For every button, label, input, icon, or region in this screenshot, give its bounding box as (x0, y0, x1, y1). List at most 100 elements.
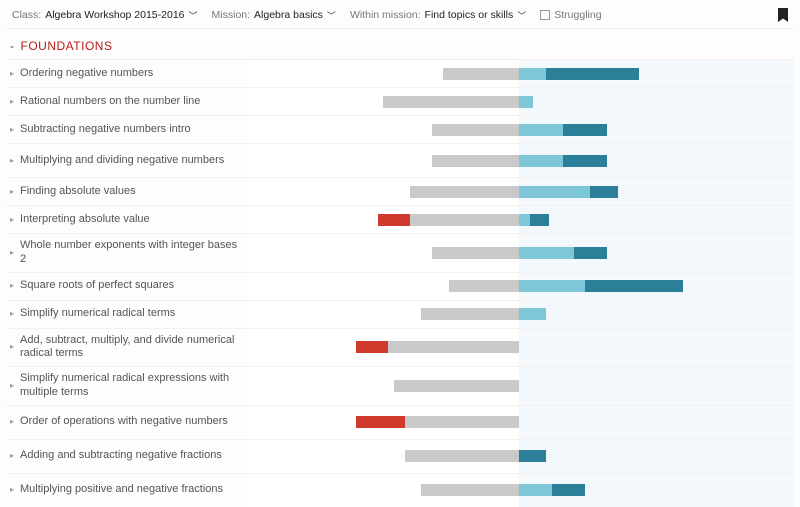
skill-bar-cell (246, 474, 794, 507)
skill-row[interactable]: ▸ Add, subtract, multiply, and divide num… (6, 328, 794, 367)
skill-row[interactable]: ▸Simplify numerical radical terms (6, 300, 794, 328)
chevron-down-icon: ﹀ (327, 9, 336, 22)
skill-bar (246, 68, 794, 80)
skill-label: Ordering negative numbers (20, 67, 153, 81)
skill-bar-cell (246, 88, 794, 115)
struggling-filter[interactable]: Struggling (540, 9, 601, 21)
skill-label: Interpreting absolute value (20, 213, 150, 227)
skill-row[interactable]: ▸ Square roots of perfect squares (6, 272, 794, 300)
section-title: FOUNDATIONS (21, 39, 113, 53)
skill-label-cell[interactable]: ▸Order of operations with negative numbe… (6, 406, 246, 439)
skill-rows: ▸Ordering negative numbers▸Rational numb… (6, 59, 794, 507)
skill-label-cell[interactable]: ▸Rational numbers on the number line (6, 88, 246, 115)
class-label: Class: (12, 9, 41, 21)
class-selector[interactable]: Class: Algebra Workshop 2015-2016 ﹀ (12, 9, 198, 22)
skill-row[interactable]: ▸Rational numbers on the number line (6, 87, 794, 115)
expand-icon: ▸ (10, 248, 14, 258)
skill-bar-cell (246, 178, 794, 205)
skill-label-cell[interactable]: ▸Simplify numerical radical terms (6, 301, 246, 328)
bar-segment (519, 124, 563, 136)
struggling-label: Struggling (554, 9, 601, 21)
bar-segment (546, 68, 639, 80)
bar-segment (432, 155, 519, 167)
skill-bar (246, 155, 794, 167)
skill-label-cell[interactable]: ▸Ordering negative numbers (6, 60, 246, 87)
expand-icon: ▸ (10, 281, 14, 291)
bar-segment (590, 186, 617, 198)
skill-bar-cell (246, 273, 794, 300)
skill-label-cell[interactable]: ▸ Add, subtract, multiply, and divide num… (6, 329, 246, 367)
bar-segment (394, 380, 519, 392)
skill-bar (246, 280, 794, 292)
skill-bar (246, 214, 794, 226)
skill-label: Square roots of perfect squares (20, 279, 174, 293)
bar-segment (443, 68, 519, 80)
skill-bar (246, 247, 794, 259)
mission-selector[interactable]: Mission: Algebra basics ﹀ (212, 9, 336, 22)
filter-bar: Class: Algebra Workshop 2015-2016 ﹀ Miss… (6, 0, 794, 29)
skill-row[interactable]: ▸Whole number exponents with integer bas… (6, 233, 794, 272)
skill-label: Multiplying and dividing negative number… (20, 154, 224, 168)
expand-icon: ▸ (10, 417, 14, 427)
skill-label: Simplify numerical radical terms (20, 307, 175, 321)
bar-segment (519, 247, 574, 259)
bar-segment (410, 186, 519, 198)
skill-row[interactable]: ▸ Multiplying and dividing negative numbe… (6, 143, 794, 177)
skill-label-cell[interactable]: ▸Simplify numerical radical expressions … (6, 367, 246, 405)
bar-segment (388, 341, 518, 353)
mission-label: Mission: (212, 9, 251, 21)
bar-segment (356, 416, 405, 428)
bar-segment (519, 68, 546, 80)
skill-row[interactable]: ▸Order of operations with negative numbe… (6, 405, 794, 439)
bar-segment (519, 96, 533, 108)
bar-segment (410, 214, 519, 226)
skill-row[interactable]: ▸Simplify numerical radical expressions … (6, 366, 794, 405)
bar-segment (530, 214, 549, 226)
collapse-icon: - (10, 39, 15, 53)
skill-row[interactable]: ▸ Adding and subtracting negative fractio… (6, 439, 794, 473)
skill-bar (246, 308, 794, 320)
skill-label-cell[interactable]: ▸Interpreting absolute value (6, 206, 246, 233)
skill-label-cell[interactable]: ▸Whole number exponents with integer bas… (6, 234, 246, 272)
bar-segment (552, 484, 585, 496)
bar-segment (519, 186, 590, 198)
bar-segment (519, 450, 546, 462)
expand-icon: ▸ (10, 485, 14, 495)
skill-label-cell[interactable]: ▸ Multiplying positive and negative fract… (6, 474, 246, 507)
skill-row[interactable]: ▸Subtracting negative numbers intro (6, 115, 794, 143)
bookmark-icon[interactable] (778, 8, 788, 22)
skill-bar (246, 341, 794, 353)
expand-icon: ▸ (10, 125, 14, 135)
skill-bar-cell (246, 329, 794, 367)
skill-row[interactable]: ▸ Multiplying positive and negative fract… (6, 473, 794, 507)
within-mission-selector[interactable]: Within mission: Find topics or skills ﹀ (350, 9, 526, 22)
bar-segment (563, 155, 607, 167)
expand-icon: ▸ (10, 451, 14, 461)
bar-segment (519, 484, 552, 496)
struggling-checkbox[interactable] (540, 10, 550, 20)
skill-bar-cell (246, 144, 794, 177)
skill-row[interactable]: ▸Interpreting absolute value (6, 205, 794, 233)
bar-segment (563, 124, 607, 136)
expand-icon: ▸ (10, 342, 14, 352)
skill-label-cell[interactable]: ▸ Adding and subtracting negative fractio… (6, 440, 246, 473)
expand-icon: ▸ (10, 156, 14, 166)
skill-bar (246, 484, 794, 496)
skill-label-cell[interactable]: ▸Subtracting negative numbers intro (6, 116, 246, 143)
skill-row[interactable]: ▸Ordering negative numbers (6, 59, 794, 87)
skill-label: Multiplying positive and negative fracti… (20, 483, 223, 497)
bar-segment (432, 124, 519, 136)
skill-label-cell[interactable]: ▸Finding absolute values (6, 178, 246, 205)
section-header[interactable]: - FOUNDATIONS (6, 29, 794, 59)
bar-segment (449, 280, 519, 292)
bar-segment (519, 214, 530, 226)
bar-segment (421, 308, 519, 320)
skill-row[interactable]: ▸Finding absolute values (6, 177, 794, 205)
skill-label: Adding and subtracting negative fraction… (20, 449, 222, 463)
bar-segment (405, 416, 519, 428)
skill-label-cell[interactable]: ▸ Square roots of perfect squares (6, 273, 246, 300)
bar-segment (383, 96, 519, 108)
skill-label-cell[interactable]: ▸ Multiplying and dividing negative numbe… (6, 144, 246, 177)
skill-bar (246, 450, 794, 462)
skill-label: Add, subtract, multiply, and divide nume… (20, 334, 240, 362)
